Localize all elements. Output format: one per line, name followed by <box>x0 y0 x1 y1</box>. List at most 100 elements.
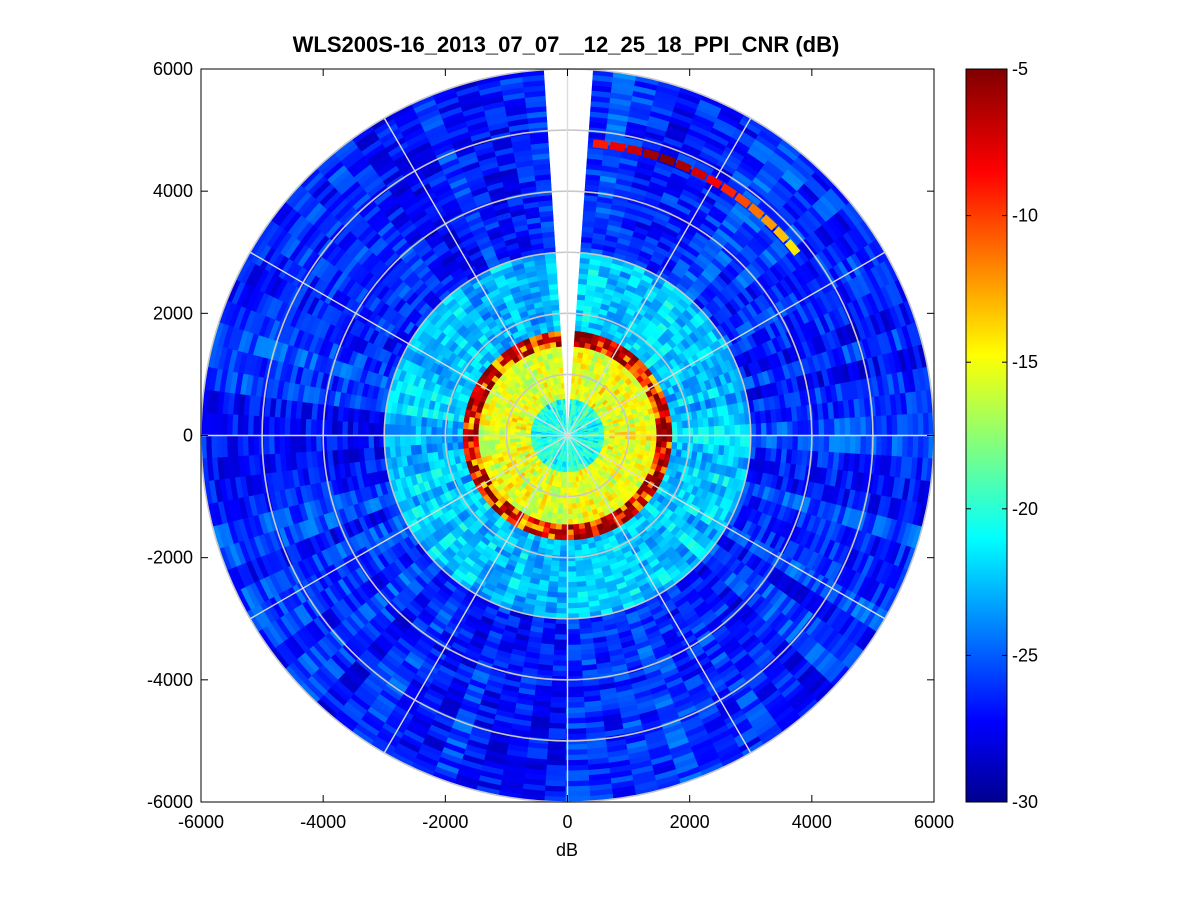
cnr-cell <box>400 510 412 525</box>
cnr-cell <box>277 640 298 663</box>
cnr-cell <box>539 469 546 476</box>
cnr-cell <box>563 445 566 452</box>
cnr-cell <box>554 441 560 446</box>
cnr-cell <box>433 612 450 627</box>
cnr-cell <box>345 591 362 610</box>
cnr-cell <box>277 590 294 613</box>
cnr-cell <box>392 574 408 591</box>
cnr-cell <box>358 680 380 699</box>
cnr-cell <box>415 638 433 653</box>
cnr-cell <box>536 663 554 672</box>
cnr-cell <box>409 545 423 560</box>
cnr-cell <box>554 442 560 447</box>
cnr-cell <box>415 591 431 606</box>
cnr-cell <box>556 592 568 599</box>
cnr-cell <box>414 705 436 721</box>
cnr-cell <box>362 579 378 597</box>
cnr-cell <box>554 618 568 625</box>
cnr-cell <box>541 450 548 456</box>
cnr-cell <box>447 681 468 695</box>
cnr-cell <box>483 605 499 617</box>
cnr-cell <box>409 646 428 662</box>
cnr-cell <box>456 502 466 513</box>
cnr-cell <box>487 734 510 745</box>
cnr-cell <box>359 624 378 643</box>
cnr-cell <box>311 615 330 637</box>
cnr-cell <box>519 455 527 462</box>
cnr-cell <box>329 543 343 562</box>
cnr-cell <box>558 438 564 444</box>
cnr-cell <box>418 742 443 758</box>
cnr-cell <box>460 623 477 636</box>
cnr-cell <box>536 589 548 598</box>
cnr-cell <box>562 498 568 505</box>
cnr-cell <box>429 497 440 509</box>
cnr-cell <box>385 546 399 563</box>
cnr-cell <box>408 598 424 614</box>
cnr-cell <box>336 674 358 695</box>
cnr-cell <box>554 453 559 460</box>
cnr-cell <box>540 449 547 455</box>
cnr-cell <box>547 479 553 486</box>
cnr-cell <box>433 495 444 507</box>
cnr-cell <box>545 754 568 761</box>
cnr-cell <box>548 501 555 509</box>
cnr-cell <box>528 450 536 456</box>
cnr-cell <box>498 600 513 611</box>
cnr-cell <box>493 615 508 626</box>
cnr-cell <box>540 637 555 646</box>
cnr-cell <box>546 455 553 462</box>
cnr-cell <box>560 450 564 457</box>
cnr-cell <box>278 613 297 636</box>
cnr-cell <box>341 555 356 574</box>
cnr-cell <box>225 566 241 592</box>
cnr-cell <box>396 500 407 514</box>
cnr-cell <box>537 445 544 450</box>
cnr-cell <box>545 748 568 756</box>
cnr-cell <box>544 446 551 452</box>
cnr-cell <box>475 595 490 607</box>
cnr-cell <box>474 557 487 569</box>
cnr-cell <box>552 475 558 482</box>
cnr-cell <box>562 450 565 457</box>
cnr-cell <box>469 673 489 686</box>
cnr-cell <box>539 481 546 489</box>
cnr-cell <box>413 558 427 573</box>
cnr-cell <box>551 458 557 465</box>
cnr-cell <box>340 642 360 662</box>
cnr-cell <box>353 532 366 550</box>
cnr-cell <box>291 657 312 680</box>
cnr-cell <box>256 627 276 652</box>
cnr-cell <box>474 624 491 636</box>
cnr-cell <box>546 467 552 474</box>
cnr-cell <box>559 439 564 444</box>
cnr-cell <box>545 596 558 604</box>
cnr-cell <box>350 726 374 746</box>
cnr-cell <box>493 654 511 665</box>
cnr-cell <box>561 471 566 478</box>
cnr-cell <box>547 580 559 588</box>
cnr-cell <box>553 441 560 446</box>
cnr-cell <box>447 497 457 509</box>
cnr-cell <box>461 518 473 530</box>
cnr-cell <box>404 424 411 436</box>
cnr-cell <box>323 565 338 585</box>
cnr-cell <box>548 575 559 583</box>
cnr-cell <box>471 580 485 593</box>
cnr-cell <box>468 585 482 597</box>
cnr-cell <box>437 568 451 582</box>
cnr-cell <box>557 502 564 510</box>
cnr-cell <box>469 534 481 545</box>
cnr-cell <box>554 528 562 536</box>
cnr-cell <box>556 470 561 478</box>
cnr-cell <box>290 631 310 653</box>
cnr-cell <box>513 527 523 536</box>
cnr-cell <box>327 526 341 545</box>
cnr-cell <box>428 507 440 520</box>
cnr-cell <box>508 553 520 563</box>
cnr-cell <box>561 477 565 484</box>
cnr-cell <box>457 521 469 533</box>
cnr-cell <box>428 560 443 574</box>
cnr-cell <box>536 473 543 481</box>
